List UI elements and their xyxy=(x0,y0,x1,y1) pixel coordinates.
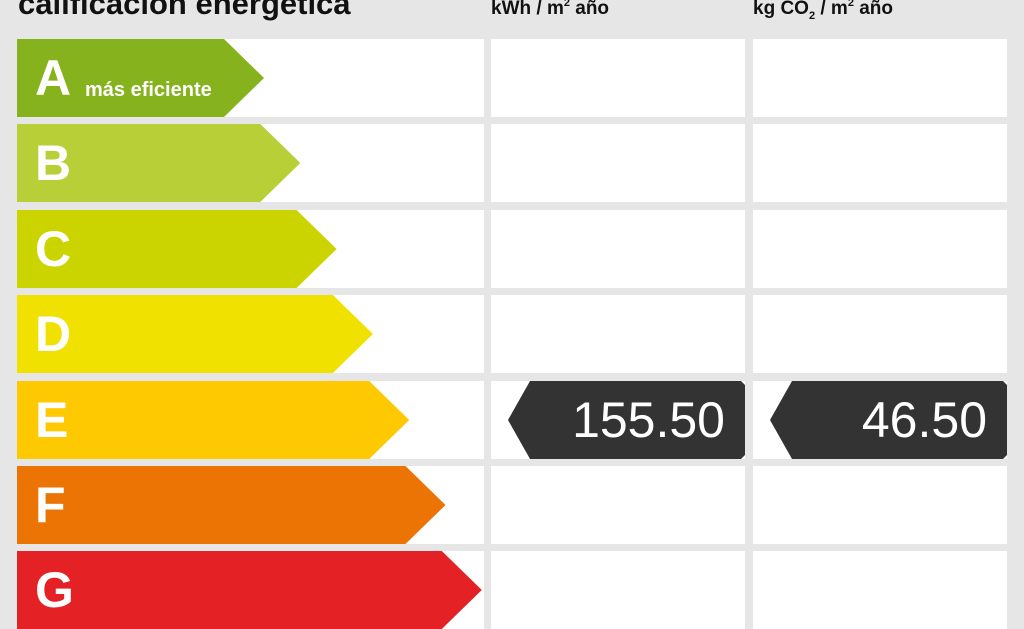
class-note: más eficiente xyxy=(85,79,212,101)
class-arrow-shape xyxy=(17,210,337,288)
unit-text: año xyxy=(569,0,610,19)
class-arrow-shape xyxy=(17,39,264,117)
class-letter: F xyxy=(35,477,66,533)
emissions-cell xyxy=(753,551,1007,629)
unit-sub: 2 xyxy=(808,10,816,22)
class-arrow-shape xyxy=(17,381,410,459)
class-cell: D xyxy=(17,295,484,373)
rating-row-g: G xyxy=(0,551,1024,629)
consumption-cell xyxy=(491,39,745,117)
rating-row-d: D xyxy=(0,295,1024,373)
unit-sup: 2 xyxy=(847,0,854,9)
unit-text: / m xyxy=(815,0,848,19)
emissions-cell xyxy=(753,39,1007,117)
class-letter: E xyxy=(35,392,69,448)
unit-text: kWh / m xyxy=(491,0,564,19)
class-cell: C xyxy=(17,210,484,288)
class-arrow-shape xyxy=(17,551,482,629)
class-letter: D xyxy=(35,306,72,362)
class-arrow xyxy=(17,210,337,288)
consumption-cell xyxy=(491,210,745,288)
emissions-cell xyxy=(753,466,1007,544)
consumption-cell xyxy=(491,466,745,544)
class-letter: C xyxy=(35,221,72,277)
rating-row-c: C xyxy=(0,210,1024,288)
unit-text: kg CO xyxy=(753,0,809,19)
rating-row-b: B xyxy=(0,124,1024,202)
class-cell: G xyxy=(17,551,484,629)
class-cell: A más eficiente xyxy=(17,39,484,117)
rating-row-e: E 155.50 46.50 xyxy=(0,381,1024,459)
class-cell: B xyxy=(17,124,484,202)
class-cell: F xyxy=(17,466,484,544)
emissions-header: kg CO2 / m2 año xyxy=(753,0,893,22)
class-arrow xyxy=(17,39,264,117)
consumption-cell xyxy=(491,551,745,629)
class-arrow-shape xyxy=(17,295,373,373)
consumption-cell: 155.50 xyxy=(491,381,745,459)
rating-row-f: F xyxy=(0,466,1024,544)
class-arrow-shape xyxy=(17,466,446,544)
rating-row-a: A más eficiente xyxy=(0,39,1024,117)
unit-sup: 2 xyxy=(563,0,570,9)
consumption-value: 155.50 xyxy=(572,392,725,448)
consumption-header: kWh / m2 año xyxy=(491,0,609,20)
class-arrow-shape xyxy=(17,124,301,202)
emissions-cell xyxy=(753,295,1007,373)
tag-shape xyxy=(770,381,1007,459)
consumption-cell xyxy=(491,124,745,202)
class-letter: A xyxy=(35,50,72,106)
emissions-tag: 46.50 xyxy=(770,381,1007,459)
consumption-cell xyxy=(491,295,745,373)
emissions-cell xyxy=(753,124,1007,202)
tag-shape xyxy=(508,381,745,459)
class-arrow xyxy=(17,466,446,544)
class-arrow xyxy=(17,381,410,459)
class-arrow xyxy=(17,124,301,202)
class-letter: B xyxy=(35,135,72,191)
class-cell: E xyxy=(17,381,484,459)
class-arrow xyxy=(17,551,482,629)
consumption-tag: 155.50 xyxy=(508,381,745,459)
emissions-cell xyxy=(753,210,1007,288)
unit-text: año xyxy=(853,0,893,19)
page-title: calificación energética xyxy=(18,0,351,21)
class-arrow xyxy=(17,295,373,373)
emissions-value: 46.50 xyxy=(861,392,987,448)
emissions-cell: 46.50 xyxy=(753,381,1007,459)
class-letter: G xyxy=(35,562,74,618)
